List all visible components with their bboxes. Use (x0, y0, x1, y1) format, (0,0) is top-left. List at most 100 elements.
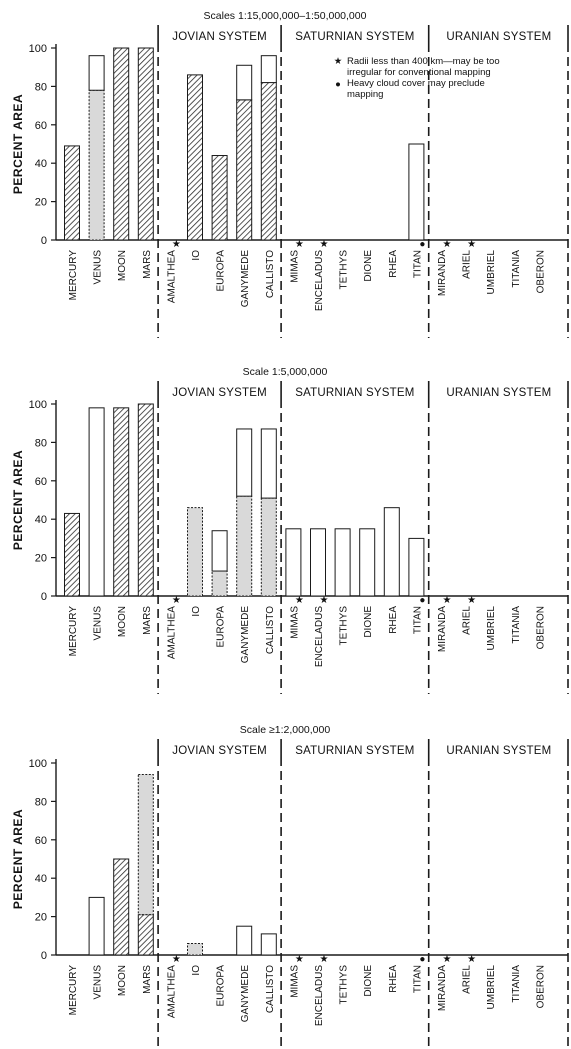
star-marker-icon: ★ (467, 954, 476, 965)
y-tick-label: 100 (29, 43, 47, 55)
category-label: MERCURY (68, 606, 79, 657)
category-label: EUROPA (216, 250, 227, 292)
bar-titan-open (408, 143, 425, 241)
bar-callisto-open (260, 428, 277, 499)
y-tick-label: 20 (35, 912, 47, 924)
category-label: DIONE (363, 965, 374, 997)
y-axis-label: PERCENT AREA (11, 450, 25, 550)
bar-europa-open (211, 530, 228, 572)
star-marker-icon: ★ (467, 595, 476, 606)
system-label: SATURNIAN SYSTEM (295, 387, 414, 399)
bar-rhea-open (383, 507, 400, 597)
bar-mercury-hatched (64, 512, 80, 597)
system-label: JOVIAN SYSTEM (172, 31, 267, 43)
bar-callisto-open (260, 55, 277, 84)
bar-io-shaded (187, 942, 203, 956)
category-label: RHEA (388, 606, 399, 634)
category-label: DIONE (363, 250, 374, 282)
y-tick-label: 20 (35, 197, 47, 209)
category-label: MERCURY (68, 965, 79, 1016)
y-tick-label: 100 (29, 758, 47, 770)
category-label: CALLISTO (265, 965, 276, 1013)
star-marker-icon: ★ (443, 595, 452, 606)
bar-ganymede-open (236, 925, 253, 956)
category-label: UMBRIEL (486, 250, 497, 295)
bar-moon-hatched (113, 47, 130, 241)
star-marker-icon: ★ (295, 595, 304, 606)
legend-dot-text: mapping (347, 89, 383, 100)
legend-star-text: irregular for conventional mapping (347, 67, 491, 78)
system-label: URANIAN SYSTEM (446, 31, 551, 43)
dot-marker-icon: ● (419, 954, 425, 965)
system-label: URANIAN SYSTEM (446, 745, 551, 757)
system-label: SATURNIAN SYSTEM (295, 745, 414, 757)
category-label: EUROPA (216, 965, 227, 1007)
category-label: TITAN (412, 250, 423, 278)
y-tick-label: 40 (35, 158, 47, 170)
bar-io-shaded (187, 507, 203, 597)
category-label: MIMAS (289, 965, 300, 998)
bar-ganymede-open (236, 428, 253, 497)
bar-mercury-hatched (64, 145, 80, 241)
legend-star-text: Radii less than 400 km—may be too (347, 56, 500, 67)
category-label: ENCELADUS (314, 250, 325, 311)
category-label: CALLISTO (265, 250, 276, 298)
chart-title: Scales 1:15,000,000–1:50,000,000 (204, 10, 367, 22)
legend-dot-icon: ● (335, 79, 341, 90)
category-label: AMALTHEA (166, 606, 177, 659)
legend-star-icon: ★ (334, 56, 343, 67)
category-label: AMALTHEA (166, 250, 177, 303)
category-label: TITAN (412, 606, 423, 634)
y-axis-label: PERCENT AREA (11, 809, 25, 909)
y-tick-label: 40 (35, 873, 47, 885)
category-label: EUROPA (216, 606, 227, 648)
legend: ★ Radii less than 400 km—may be tooirregu… (334, 56, 500, 100)
category-label: TETHYS (339, 606, 350, 646)
category-label: IO (191, 606, 202, 617)
bar-ganymede-open (236, 64, 253, 101)
category-label: MIRANDA (437, 250, 448, 296)
category-label: MIMAS (289, 250, 300, 283)
bar-mars-hatched (137, 47, 154, 241)
y-tick-label: 80 (35, 437, 47, 449)
category-label: ARIEL (462, 606, 473, 635)
category-label: TITANIA (511, 250, 522, 288)
category-label: VENUS (93, 250, 104, 285)
star-marker-icon: ★ (443, 954, 452, 965)
category-label: MARS (142, 606, 153, 635)
category-label: RHEA (388, 965, 399, 993)
star-marker-icon: ★ (295, 239, 304, 250)
category-label: ENCELADUS (314, 965, 325, 1026)
panel-3: Scale ≥1:2,000,000 JOVIAN SYSTEM SATURNIAN… (11, 724, 569, 1049)
y-tick-label: 0 (41, 950, 47, 962)
bar-callisto-hatched (260, 82, 277, 241)
bar-moon-hatched (113, 407, 130, 597)
chart-title: Scale 1:5,000,000 (243, 366, 328, 378)
bar-callisto-shaded (260, 497, 277, 597)
y-tick-label: 60 (35, 120, 47, 132)
category-label: GANYMEDE (240, 965, 251, 1023)
star-marker-icon: ★ (172, 595, 181, 606)
category-label: TITANIA (511, 965, 522, 1003)
y-tick-label: 0 (41, 235, 47, 247)
category-label: MIRANDA (437, 965, 448, 1011)
dot-marker-icon: ● (419, 595, 425, 606)
panel-1: Scales 1:15,000,000–1:50,000,000 JOVIAN S… (11, 10, 569, 338)
bar-moon-hatched (113, 858, 130, 956)
y-tick-label: 20 (35, 553, 47, 565)
y-tick-label: 0 (41, 591, 47, 603)
category-label: ARIEL (462, 250, 473, 279)
bar-venus-open (88, 55, 105, 91)
bar-venus-open (88, 407, 105, 597)
star-marker-icon: ★ (172, 954, 181, 965)
bar-venus-open (88, 896, 105, 956)
dot-marker-icon: ● (419, 239, 425, 250)
category-label: TETHYS (339, 965, 350, 1005)
category-label: RHEA (388, 250, 399, 278)
star-marker-icon: ★ (467, 239, 476, 250)
y-tick-label: 100 (29, 399, 47, 411)
category-label: IO (191, 250, 202, 261)
bar-callisto-open (260, 933, 277, 956)
bar-europa-shaded (211, 570, 228, 597)
bar-mars-shaded (137, 774, 154, 916)
